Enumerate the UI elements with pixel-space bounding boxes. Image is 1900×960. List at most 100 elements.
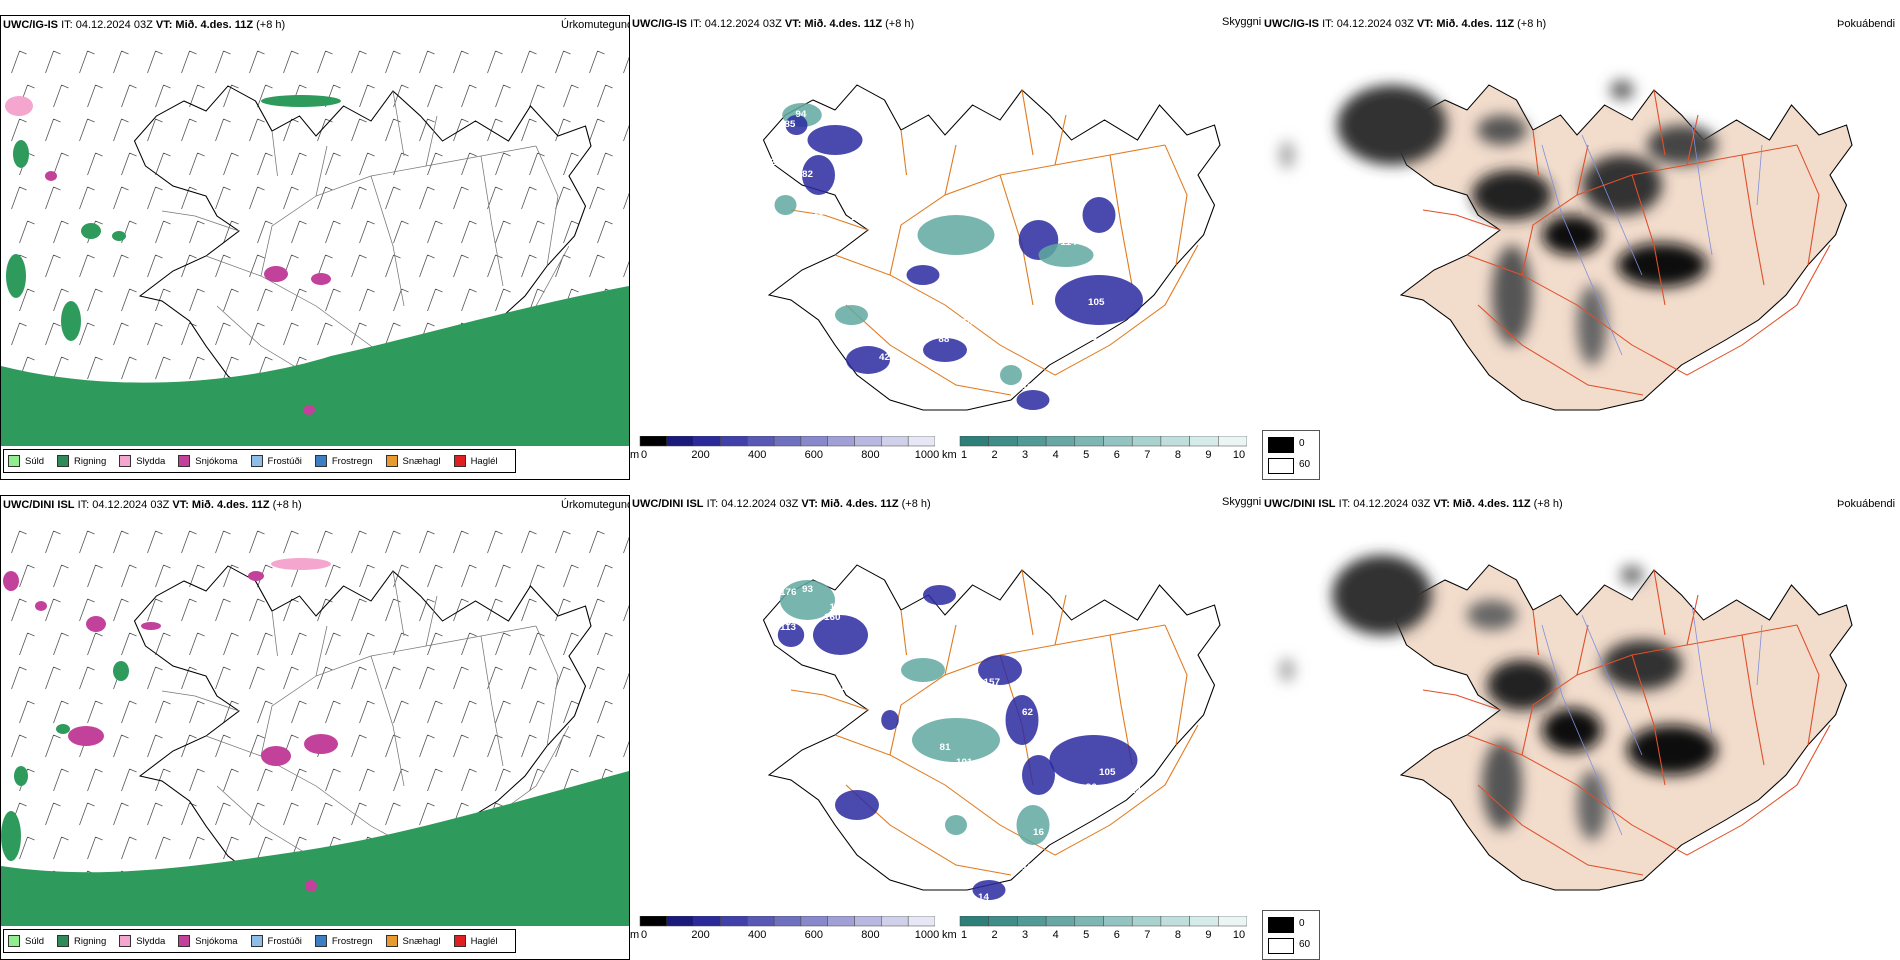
road-network — [1422, 89, 1831, 396]
legend-swatch — [119, 455, 132, 467]
visibility-value-label: 105 — [1099, 767, 1116, 777]
ceiling-cell — [835, 305, 868, 325]
legend-label: Rigning — [74, 455, 107, 467]
fog-map[interactable] — [1262, 35, 1892, 443]
colorbar-segment — [773, 435, 802, 447]
visibility-value-label: 47 — [897, 342, 908, 352]
visibility-colorbar: km 1 2 3 4 5 6 7 8 9 10 — [942, 915, 1248, 947]
legend-label: Snæhagl — [402, 935, 441, 947]
colorbar-tick: 600 — [804, 929, 823, 941]
visibility-value-label: 62 — [1022, 707, 1033, 717]
ceiling-cell — [780, 580, 835, 620]
visibility-value-label: 42 — [879, 352, 890, 362]
visibility-value-label: 92 — [1044, 282, 1055, 292]
legend-label: Súld — [25, 935, 45, 947]
legend-swatch — [453, 455, 466, 467]
fog-fields — [1279, 80, 1717, 365]
panel-title: UWC/IG-IS IT: 04.12.2024 03Z VT: Mið. 4.… — [1264, 18, 1547, 30]
legend-label: Slydda — [136, 935, 166, 947]
legend-item: Snjókoma — [178, 455, 238, 467]
legend-label: Haglél — [470, 455, 498, 467]
ceiling-fields — [777, 580, 1138, 900]
legend-swatch — [250, 935, 263, 947]
visibility-value-label: 86 — [879, 832, 890, 842]
colorbar-segment — [1131, 915, 1162, 927]
ceiling-cell — [785, 115, 808, 135]
visibility-value-label: 75 — [910, 304, 921, 314]
ceiling-cell — [774, 195, 797, 215]
colorbar-tick: 800 — [861, 929, 880, 941]
fog-map[interactable] — [1262, 515, 1892, 923]
legend-swatch — [385, 935, 398, 947]
legend-label: Frostúði — [267, 455, 302, 467]
ceiling-cell — [923, 585, 956, 605]
colorbar-tick: 8 — [1174, 929, 1181, 941]
legend-swatch — [314, 455, 327, 467]
precip-map[interactable] — [1, 516, 629, 926]
visibility-value-label: 82 — [907, 337, 918, 347]
ceiling-cell — [881, 710, 899, 730]
colorbar-segment — [666, 915, 694, 927]
colorbar-segment — [773, 915, 802, 927]
visibility-value-label: 87 — [890, 802, 901, 812]
colorbar-segment — [959, 435, 989, 447]
visibility-value-label: 129 — [1130, 785, 1147, 795]
ceiling-cell — [978, 655, 1022, 685]
precip-map[interactable] — [1, 36, 629, 446]
colorbar-tick: 0 — [640, 449, 648, 461]
colorbar-segment — [800, 435, 828, 447]
road-network — [1422, 569, 1831, 876]
visibility-colorbar: km 1 2 3 4 5 6 7 8 9 10 — [942, 435, 1248, 467]
legend-item: Haglél — [453, 455, 498, 467]
legend-swatch — [314, 935, 327, 947]
legend-item: Haglél — [453, 935, 498, 947]
ceiling-cell — [1038, 243, 1094, 267]
legend-label: Snæhagl — [402, 455, 441, 467]
legend-swatch — [8, 455, 20, 467]
legend-swatch — [178, 455, 191, 467]
fog-legend: 0 60 — [1262, 430, 1320, 480]
colorbar-segment — [881, 915, 909, 927]
colorbar-tick: 8 — [1174, 449, 1181, 461]
visibility-value-label: 88 — [942, 320, 953, 330]
ceiling-cell — [972, 880, 1006, 900]
ceiling-cell — [1005, 695, 1039, 745]
legend-swatch — [385, 455, 398, 467]
legend-label: Súld — [25, 455, 45, 467]
legend-swatch — [453, 935, 466, 947]
ceiling-cell — [1016, 390, 1050, 410]
colorbar-segment — [1074, 435, 1104, 447]
visibility-value-label: 51 — [1006, 412, 1017, 422]
colorbar-tick: 5 — [1083, 929, 1090, 941]
ceiling-fields — [774, 103, 1143, 410]
visibility-value-label: 123 — [868, 375, 885, 385]
visibility-unit: km — [942, 449, 957, 461]
iceland-outline — [762, 84, 1221, 411]
colorbar-segment — [800, 915, 828, 927]
panel-variable-label: Skyggni — [1222, 496, 1262, 508]
panel-variable-label: Úrkomutegund — [561, 499, 634, 511]
panel-title: UWC/IG-IS IT: 04.12.2024 03Z VT: Mið. 4.… — [632, 18, 915, 30]
colorbar-segment — [1218, 435, 1248, 447]
colorbar-tick: 2 — [991, 449, 998, 461]
panel-title: UWC/DINI ISL IT: 04.12.2024 03Z VT: Mið.… — [632, 498, 931, 510]
colorbar-segment — [907, 915, 936, 927]
ceiling-cell — [835, 790, 879, 820]
colorbar-tick: 9 — [1205, 929, 1212, 941]
visibility-value-label: 10 — [1072, 335, 1083, 345]
legend-label: Frostúði — [267, 935, 302, 947]
colorbar-tick: 1 — [960, 449, 968, 461]
visibility-value-label: 268 — [956, 317, 973, 327]
visibility-value-label: 85 — [784, 119, 795, 129]
legend-item: Slydda — [119, 455, 165, 467]
precip-type-legend: Súld Rigning Slydda Snjókoma Frostúði Frostre… — [3, 449, 516, 473]
colorbar-tick: 1000 — [914, 449, 940, 461]
colorbar-tick: 3 — [1022, 449, 1029, 461]
visibility-value-label: 96 — [1086, 782, 1097, 792]
panel-title: UWC/DINI ISL IT: 04.12.2024 03Z VT: Mið.… — [1264, 498, 1563, 510]
visibility-value-label: 16 — [1086, 332, 1097, 342]
legend-label: Rigning — [74, 935, 107, 947]
visibility-value-label: 64 — [747, 187, 759, 197]
